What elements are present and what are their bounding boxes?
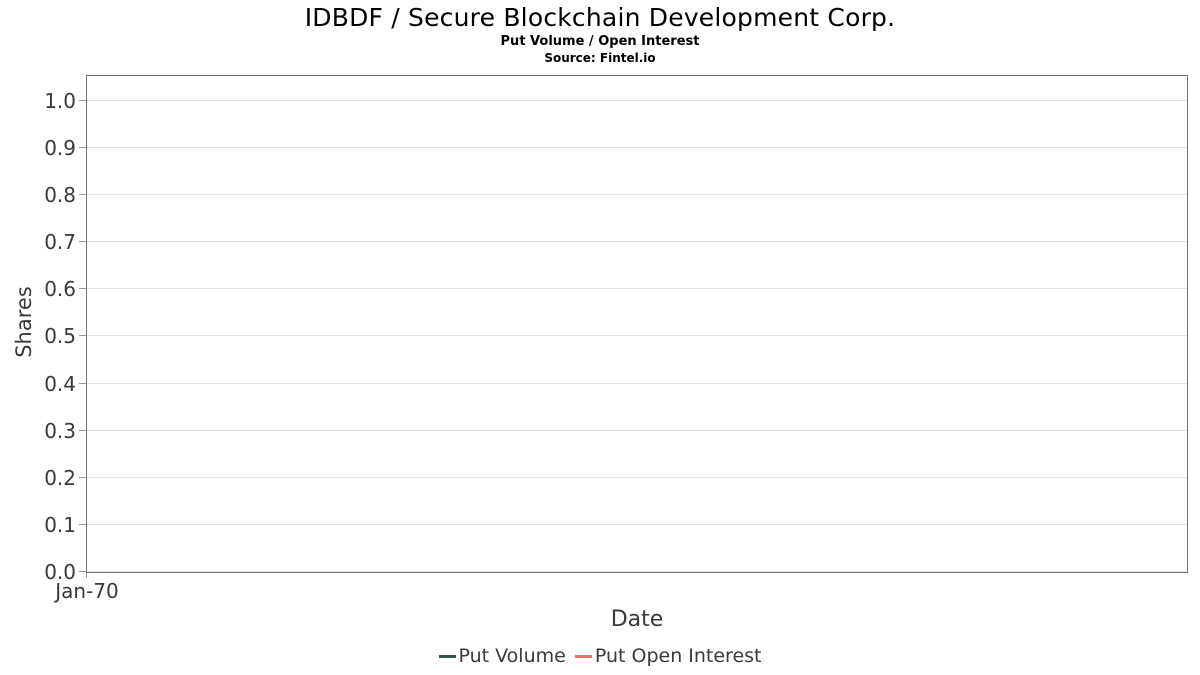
y-tick-label: 0.8: [44, 183, 76, 208]
y-tick-mark: [79, 335, 86, 337]
y-tick-mark: [79, 571, 86, 572]
y-tick-mark: [79, 429, 86, 431]
y-tick-label: 0.5: [44, 324, 76, 349]
x-tick-mark: [86, 573, 87, 578]
y-tick-mark: [79, 99, 86, 101]
gridline: [87, 382, 1187, 384]
gridline: [87, 476, 1187, 478]
y-axis-tick-labels: 0.0 0.1 0.2 0.3 0.4 0.5 0.6 0.7 0.8 0.9 1.0: [0, 76, 76, 582]
y-tick-label: 1.0: [44, 88, 76, 113]
y-tick-label: 0.4: [44, 371, 76, 396]
gridline: [87, 571, 1187, 572]
chart-source: Source: Fintel.io: [544, 51, 656, 65]
y-tick-label: 0.1: [44, 512, 76, 537]
gridline: [87, 147, 1187, 149]
legend-line-swatch: [574, 654, 592, 658]
gridline: [87, 194, 1187, 196]
chart-title: IDBDF / Secure Blockchain Development Co…: [304, 3, 896, 32]
y-tick-label: 0.7: [44, 230, 76, 255]
gridline: [87, 288, 1187, 290]
y-tick-mark: [79, 288, 86, 290]
y-axis-label: Shares: [12, 286, 36, 358]
legend-item: Put Open Interest: [574, 645, 762, 668]
y-tick-mark: [79, 382, 86, 384]
gridline: [87, 523, 1187, 525]
y-tick-mark: [79, 147, 86, 149]
legend-line-swatch: [438, 654, 456, 658]
y-tick-label: 0.3: [44, 418, 76, 443]
y-tick-label: 0.0: [44, 560, 76, 584]
y-tick-label: 0.9: [44, 136, 76, 161]
legend: Put Volume Put Open Interest: [0, 645, 1200, 668]
y-tick-mark: [79, 241, 86, 243]
y-tick-mark: [79, 476, 86, 478]
chart-subtitle: Put Volume / Open Interest: [500, 34, 700, 49]
legend-label: Put Volume: [458, 645, 566, 667]
y-tick-label: 0.6: [44, 277, 76, 302]
legend-item: Put Volume: [438, 645, 566, 668]
gridline: [87, 335, 1187, 337]
y-tick-marks: [79, 76, 86, 572]
x-axis-label: Date: [610, 607, 664, 632]
y-tick-mark: [79, 194, 86, 196]
plot-area: [86, 75, 1188, 573]
legend-label: Put Open Interest: [594, 645, 762, 667]
x-tick-label: Jan-70: [55, 579, 119, 603]
gridline: [87, 241, 1187, 243]
gridline: [87, 99, 1187, 101]
y-tick-label: 0.2: [44, 465, 76, 490]
gridline: [87, 429, 1187, 431]
y-tick-mark: [79, 523, 86, 525]
